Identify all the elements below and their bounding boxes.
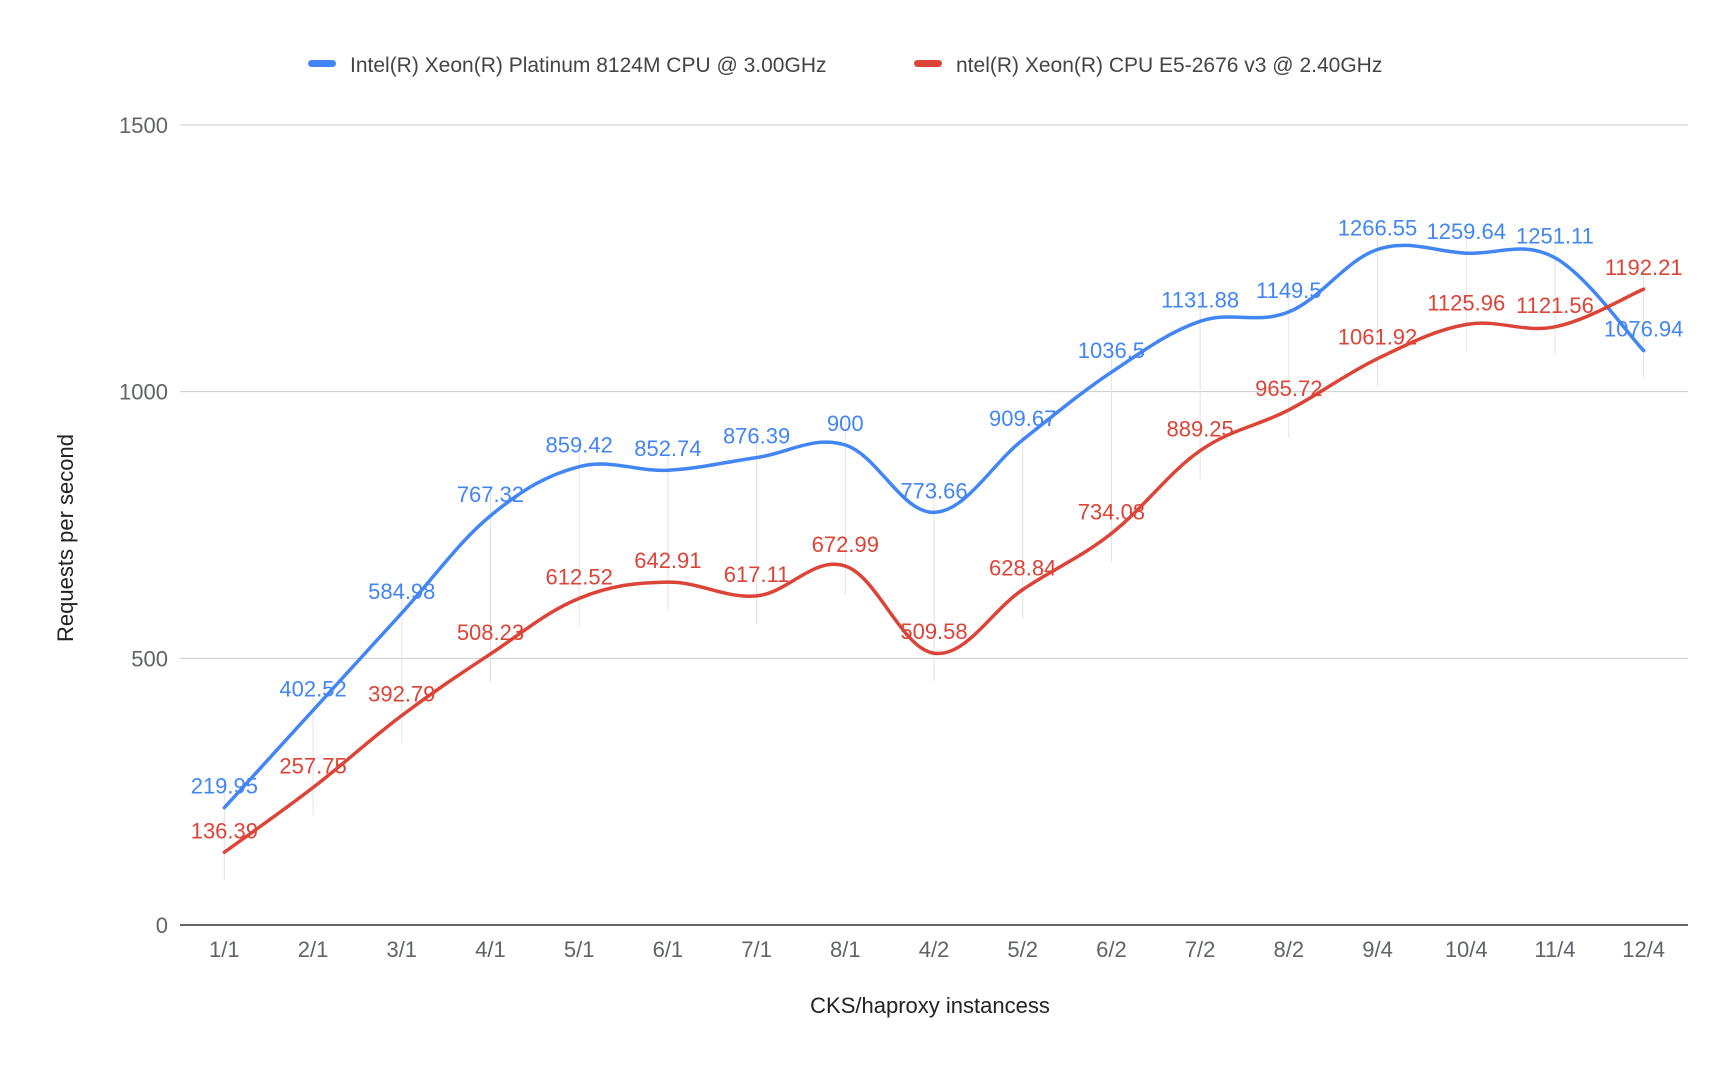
data-label-series-1: 402.52 (279, 676, 346, 701)
legend-item-series-1[interactable]: Intel(R) Xeon(R) Platinum 8124M CPU @ 3.… (308, 54, 827, 77)
data-label-series-2: 508.23 (457, 620, 524, 645)
x-tick-label: 6/2 (1096, 937, 1127, 962)
data-label-series-2: 1061.92 (1338, 325, 1418, 350)
data-label-series-2: 965.72 (1255, 376, 1322, 401)
legend: Intel(R) Xeon(R) Platinum 8124M CPU @ 3.… (308, 54, 1382, 77)
series-line-2[interactable] (222, 287, 1646, 855)
data-label-series-1: 584.98 (368, 579, 435, 604)
data-label-series-2: 1121.56 (1516, 293, 1594, 318)
x-tick-label: 11/4 (1534, 937, 1575, 962)
data-label-series-2: 672.99 (812, 532, 879, 557)
gridlines (180, 124, 1688, 926)
data-label-series-1: 1036.5 (1078, 338, 1145, 363)
x-tick-label: 2/1 (298, 937, 329, 962)
data-label-series-2: 392.79 (368, 682, 435, 707)
x-tick-label: 4/1 (475, 937, 506, 962)
data-label-series-1: 773.66 (900, 478, 967, 503)
data-label-series-2: 628.84 (989, 556, 1056, 581)
legend-label-series-1: Intel(R) Xeon(R) Platinum 8124M CPU @ 3.… (350, 54, 827, 77)
x-tick-label: 10/4 (1445, 937, 1488, 962)
x-tick-label: 5/2 (1007, 937, 1038, 962)
x-tick-label: 4/2 (919, 937, 950, 962)
x-tick-label: 7/1 (741, 937, 772, 962)
y-tick-label: 0 (156, 913, 168, 938)
x-tick-label: 8/1 (830, 937, 861, 962)
data-label-series-2: 889.25 (1166, 417, 1233, 442)
y-tick-label: 1000 (119, 380, 168, 405)
data-label-series-1: 1149.5 (1256, 278, 1322, 303)
y-axis-title: Requests per second (53, 434, 78, 642)
series-lines (222, 243, 1646, 855)
x-tick-label: 6/1 (653, 937, 684, 962)
legend-label-series-2: ntel(R) Xeon(R) CPU E5-2676 v3 @ 2.40GHz (956, 54, 1382, 77)
data-label-series-1: 876.39 (723, 424, 790, 449)
y-axis-ticks: 0 500 1000 1500 (119, 113, 168, 938)
x-axis-ticks: 1/1 2/1 3/1 4/1 5/1 6/1 7/1 8/1 4/2 5/2 6/2 7/2 8/2 9… (209, 937, 1665, 962)
y-tick-label: 1500 (119, 113, 168, 138)
data-label-series-1: 1266.55 (1338, 216, 1418, 241)
data-label-series-1: 219.95 (191, 774, 258, 799)
data-label-series-1: 859.42 (546, 433, 613, 458)
x-tick-label: 8/2 (1274, 937, 1305, 962)
data-label-series-1: 1076.94 (1604, 317, 1684, 342)
x-tick-label: 9/4 (1362, 937, 1393, 962)
data-label-series-2: 136.39 (191, 818, 258, 843)
data-label-series-2: 612.52 (546, 564, 613, 589)
data-label-series-1: 900 (827, 411, 864, 436)
x-tick-label: 7/2 (1185, 937, 1216, 962)
label-leader-lines (223, 221, 1645, 881)
data-label-series-2: 509.58 (900, 619, 967, 644)
legend-swatch-series-2 (914, 60, 942, 67)
y-tick-label: 500 (131, 646, 168, 671)
data-label-series-1: 1251.11 (1516, 224, 1594, 249)
x-tick-label: 12/4 (1622, 937, 1665, 962)
x-axis-title: CKS/haproxy instancess (810, 993, 1050, 1018)
legend-swatch-series-1 (308, 60, 336, 67)
series-line-1[interactable] (222, 243, 1646, 810)
data-label-series-1: 852.74 (634, 436, 701, 461)
data-label-series-1: 767.32 (457, 482, 524, 507)
data-label-series-2: 734.08 (1078, 499, 1145, 524)
data-label-series-1: 1131.88 (1161, 287, 1239, 312)
x-tick-label: 1/1 (209, 937, 240, 962)
data-label-series-2: 1125.96 (1427, 290, 1505, 315)
data-label-series-2: 617.11 (724, 562, 790, 587)
x-tick-label: 5/1 (564, 937, 595, 962)
data-label-series-1: 1259.64 (1426, 219, 1506, 244)
legend-item-series-2[interactable]: ntel(R) Xeon(R) CPU E5-2676 v3 @ 2.40GHz (914, 54, 1382, 77)
data-labels: 219.95 402.52 584.98 767.32 859.42 852.74 876.… (191, 216, 1684, 844)
data-label-series-2: 1192.21 (1605, 255, 1683, 280)
data-label-series-2: 642.91 (634, 548, 701, 573)
data-label-series-2: 257.75 (279, 754, 346, 779)
x-tick-label: 3/1 (386, 937, 417, 962)
data-label-series-1: 909.67 (989, 406, 1056, 431)
